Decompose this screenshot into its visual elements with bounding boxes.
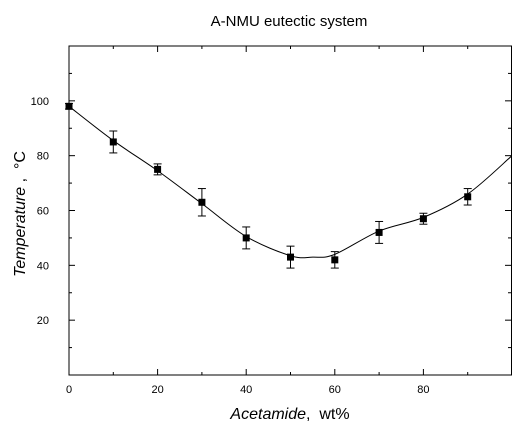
data-point-marker — [331, 256, 339, 264]
data-point-marker — [287, 253, 294, 261]
chart-title: A-NMU eutectic system — [211, 13, 368, 30]
data-points — [65, 102, 472, 264]
error-bars — [65, 103, 472, 269]
plot-frame — [68, 45, 512, 376]
y-axis-title-unit: , °C — [12, 151, 29, 187]
x-tick-label: 60 — [329, 384, 341, 396]
data-point-marker — [242, 234, 250, 242]
x-axis-title-main: Acetamide — [229, 406, 306, 423]
fit-curve — [68, 105, 512, 259]
x-axis-title: Acetamide, wt% — [229, 406, 349, 423]
data-point-marker — [198, 198, 206, 206]
x-tick-labels: 0 20 40 60 80 — [66, 384, 430, 396]
data-point-marker — [464, 193, 472, 201]
x-axis-title-unit: , wt% — [306, 406, 350, 423]
data-point-marker — [109, 138, 117, 146]
y-tick-labels: 20 40 60 80 100 — [31, 96, 49, 327]
data-point-marker — [65, 102, 73, 110]
x-tick-label: 20 — [151, 384, 163, 396]
data-point-marker — [419, 215, 427, 223]
x-tick-label: 40 — [240, 384, 252, 396]
y-tick-label: 80 — [37, 151, 49, 163]
x-tick-label: 0 — [66, 384, 72, 396]
y-tick-label: 60 — [37, 206, 49, 218]
y-tick-label: 20 — [37, 315, 49, 327]
y-tick-label: 100 — [31, 96, 49, 108]
x-tick-label: 80 — [417, 384, 429, 396]
plot-border — [68, 45, 512, 376]
data-point-marker — [375, 228, 383, 236]
fit-curve-group — [68, 105, 512, 259]
y-axis-title-main: Temperature — [12, 187, 29, 277]
axis-ticks — [68, 45, 512, 376]
y-tick-label: 40 — [37, 260, 49, 272]
y-axis-title: Temperature , °C — [12, 151, 29, 277]
data-point-marker — [154, 165, 162, 173]
